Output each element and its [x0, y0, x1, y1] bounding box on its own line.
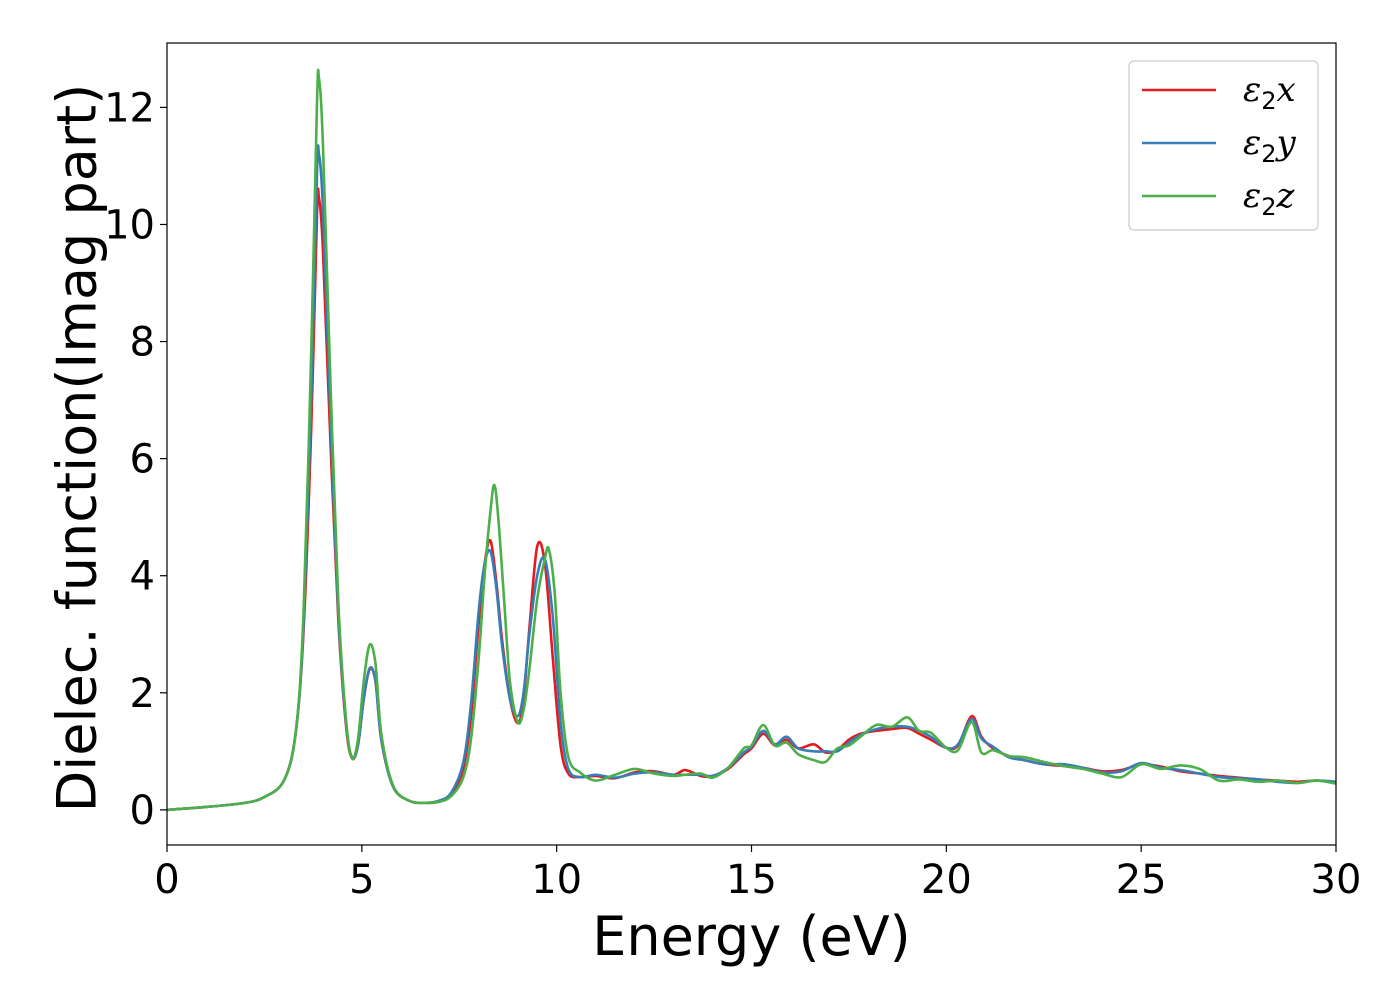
x-tick-label: 25 [1116, 857, 1167, 903]
x-tick-label: 15 [726, 857, 777, 903]
series-line-z [166, 68, 1337, 812]
x-tick-label: 20 [921, 857, 972, 903]
legend: ε2x ε2y ε2z [1128, 60, 1319, 231]
x-tick-label: 10 [531, 857, 582, 903]
y-axis: 0 2 4 6 8 10 12 [104, 85, 167, 834]
y-tick-label: 2 [130, 671, 155, 717]
x-axis-title: Energy (eV) [592, 905, 911, 968]
y-tick-label: 12 [104, 85, 155, 131]
legend-label-z: ε2z [1243, 176, 1296, 221]
x-tick-label: 5 [349, 857, 374, 903]
x-tick-label: 30 [1311, 857, 1362, 903]
series-line-x [166, 187, 1337, 812]
y-tick-label: 4 [130, 554, 155, 600]
y-tick-label: 6 [130, 437, 155, 483]
y-tick-label: 0 [130, 788, 155, 834]
series-line-y [166, 144, 1337, 812]
y-tick-label: 8 [130, 320, 155, 366]
y-tick-label: 10 [104, 202, 155, 248]
series-layer [166, 68, 1337, 812]
x-axis: 0 5 10 15 20 25 30 [154, 845, 1361, 903]
y-axis-title: Dielec. function(Imag part) [46, 84, 109, 813]
legend-label-y: ε2y [1243, 123, 1297, 168]
x-tick-label: 0 [154, 857, 179, 903]
legend-label-x: ε2x [1243, 70, 1296, 115]
legend-box [1128, 60, 1319, 231]
